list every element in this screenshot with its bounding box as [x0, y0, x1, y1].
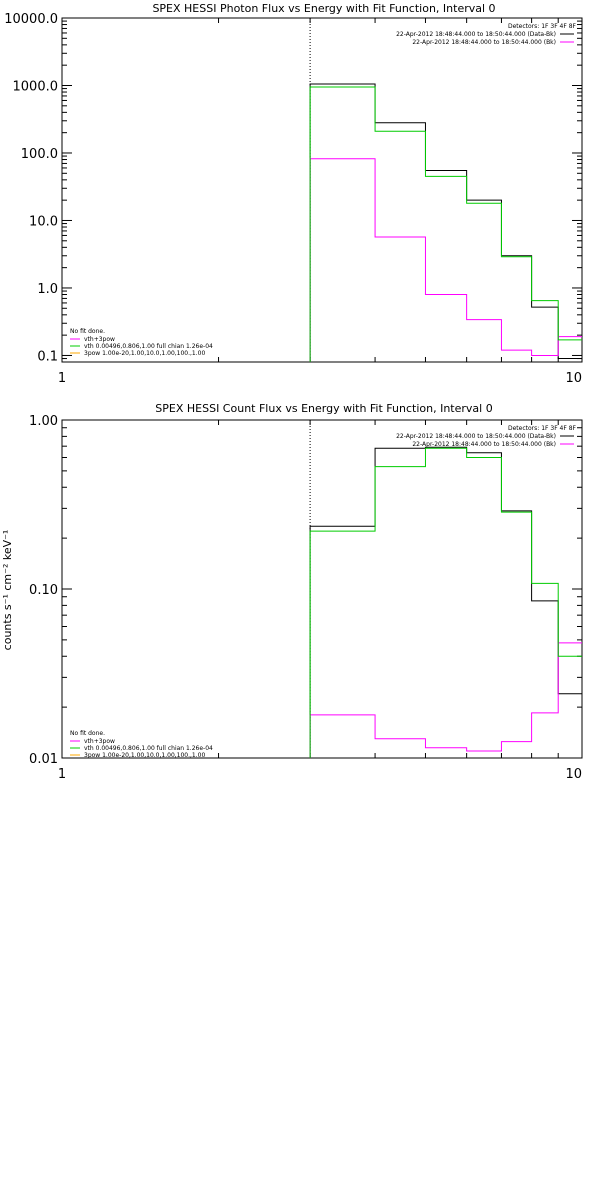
- count-series-group: [309, 446, 582, 758]
- count-y-tick-label: 0.01: [29, 752, 58, 767]
- count-legend-entry-bk: 22-Apr-2012 18:48:44.000 to 18:50:44.000…: [412, 441, 556, 448]
- photon-x-axis: 1 10: [58, 18, 582, 386]
- photon-flux-plot: SPEX HESSI Photon Flux vs Energy with Fi…: [4, 2, 583, 386]
- photon-y-tick-label: 10000.0: [4, 12, 58, 27]
- photon-series-0-step-line: [309, 83, 582, 362]
- photon-fit-label-0: vth+3pow: [84, 336, 115, 343]
- photon-series-1-step-line: [309, 158, 582, 362]
- photon-series-2-step-line: [309, 86, 582, 362]
- photon-plot-frame: [61, 17, 583, 363]
- photon-y-tick-label: 10.0: [29, 214, 58, 229]
- count-series-2-step-line: [309, 447, 582, 758]
- count-fit-note: No fit done.: [70, 730, 105, 737]
- photon-y-tick-label: 1.0: [37, 282, 58, 297]
- count-plot-frame: [61, 419, 583, 759]
- count-legend-header: Detectors: 1F 3F 4F 8F: [508, 425, 577, 432]
- count-fit-label-2: 3pow 1.00e-20,1.00,10.0,1.00,100.,1.00: [84, 752, 205, 759]
- photon-x-tick-label: 1: [58, 371, 66, 386]
- photon-fit-note: No fit done.: [70, 328, 105, 335]
- photon-legend-header: Detectors: 1F 3F 4F 8F: [508, 23, 577, 30]
- photon-legend-entry-bk: 22-Apr-2012 18:48:44.000 to 18:50:44.000…: [412, 39, 556, 46]
- photon-legend-entry-data-bk: 22-Apr-2012 18:48:44.000 to 18:50:44.000…: [396, 31, 556, 38]
- count-series-1-step-line: [309, 642, 582, 758]
- photon-fit-legend: No fit done. vth+3pow vth 0.00496,0.806,…: [70, 328, 213, 357]
- count-y-axis: 0.01 0.10 1.00: [29, 414, 582, 767]
- photon-fit-label-2: 3pow 1.00e-20,1.00,10.0,1.00,100.,1.00: [84, 350, 205, 357]
- count-x-tick-label: 10: [565, 767, 582, 782]
- count-fit-legend: No fit done. vth+3pow vth 0.00496,0.806,…: [70, 730, 213, 759]
- count-legend: Detectors: 1F 3F 4F 8F 22-Apr-2012 18:48…: [396, 425, 576, 448]
- photon-series-group: [309, 83, 582, 362]
- count-fit-label-0: vth+3pow: [84, 738, 115, 745]
- count-y-tick-label: 1.00: [29, 414, 58, 429]
- photon-y-tick-label: 0.1: [37, 349, 58, 364]
- count-x-tick-label: 1: [58, 767, 66, 782]
- photon-legend: Detectors: 1F 3F 4F 8F 22-Apr-2012 18:48…: [396, 23, 576, 46]
- photon-y-axis: 0.1 1.0 10.0 100.0 1000.0 10000.0: [4, 12, 582, 364]
- photon-fit-label-1: vth 0.00496,0.806,1.00 full chian 1.26e-…: [84, 343, 213, 350]
- photon-y-tick-label: 100.0: [21, 147, 58, 162]
- count-flux-plot: SPEX HESSI Count Flux vs Energy with Fit…: [1, 402, 583, 782]
- count-y-axis-label: counts s⁻¹ cm⁻² keV⁻¹: [1, 530, 14, 651]
- count-y-tick-label: 0.10: [29, 583, 58, 598]
- count-x-axis: 1 10: [58, 420, 582, 782]
- count-chart-title: SPEX HESSI Count Flux vs Energy with Fit…: [155, 402, 492, 415]
- photon-y-tick-label: 1000.0: [13, 79, 59, 94]
- photon-chart-title: SPEX HESSI Photon Flux vs Energy with Fi…: [152, 2, 495, 15]
- count-series-0-step-line: [309, 446, 582, 758]
- photon-x-tick-label: 10: [565, 371, 582, 386]
- count-fit-label-1: vth 0.00496,0.806,1.00 full chian 1.26e-…: [84, 745, 213, 752]
- count-legend-entry-data-bk: 22-Apr-2012 18:48:44.000 to 18:50:44.000…: [396, 433, 556, 440]
